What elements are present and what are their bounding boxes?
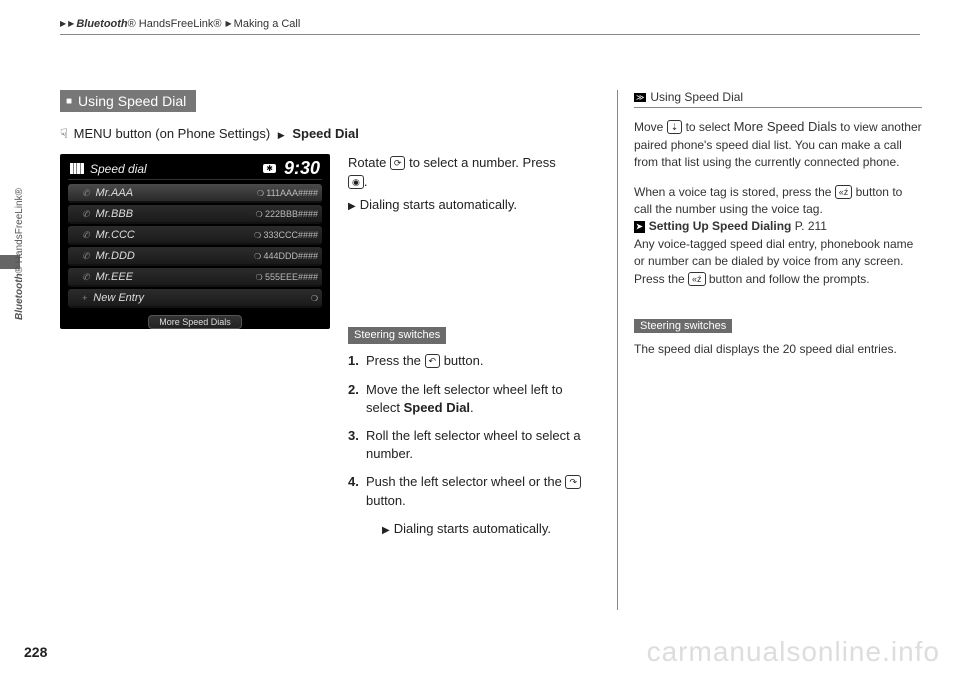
list-item[interactable]: Mr.DDD 444DDD#### bbox=[68, 247, 322, 266]
menu-path: ☟ MENU button (on Phone Settings) ▶ Spee… bbox=[60, 126, 590, 142]
sidebar-p2: When a voice tag is stored, press the «ź… bbox=[634, 184, 922, 288]
header-brand-rest: ® HandsFreeLink® bbox=[128, 18, 222, 30]
hand-icon: ☟ bbox=[60, 126, 70, 142]
list-item[interactable]: Mr.EEE 555EEE#### bbox=[68, 268, 322, 287]
screenshot-title: Speed dial bbox=[90, 162, 147, 176]
talk-icon: «ź bbox=[835, 185, 853, 199]
dial-auto-text: Dialing starts automatically. bbox=[360, 197, 517, 212]
instruction-column: Rotate ⟳ to select a number. Press ◉. ▶D… bbox=[348, 154, 590, 538]
page-breadcrumb: ▶▶Bluetooth® HandsFreeLink®▶Making a Cal… bbox=[60, 18, 300, 30]
dial-move-icon: ⇣ bbox=[667, 120, 683, 134]
header-brand-italic: Bluetooth bbox=[76, 18, 127, 30]
dial-rotate-icon: ⟳ bbox=[390, 156, 406, 170]
menu-path-text: MENU button (on Phone Settings) bbox=[74, 126, 274, 141]
step-2: Move the left selector wheel left to sel… bbox=[348, 381, 590, 417]
sidebar-p1: Move ⇣ to select More Speed Dials to vie… bbox=[634, 118, 922, 172]
infotainment-screenshot: Speed dial ✱ 9:30 Mr.AAA 111AAA#### Mr.B… bbox=[60, 154, 330, 329]
list-item[interactable]: Mr.BBB 222BBB#### bbox=[68, 205, 322, 224]
page-side-label: Bluetooth® HandsFreeLink® bbox=[14, 188, 25, 320]
step-1: Press the ↶ button. bbox=[348, 352, 590, 370]
steering-steps: Press the ↶ button. Move the left select… bbox=[348, 352, 590, 509]
cross-reference: ➤Setting Up Speed Dialing bbox=[634, 219, 791, 233]
sidebar-heading: ≫Using Speed Dial bbox=[634, 90, 922, 108]
section-title: ■Using Speed Dial bbox=[60, 90, 196, 112]
header-crumb: Making a Call bbox=[234, 18, 301, 30]
page-number: 228 bbox=[24, 644, 47, 660]
signal-icon bbox=[70, 163, 84, 174]
step-result: ▶Dialing starts automatically. bbox=[348, 520, 590, 538]
list-item[interactable]: Mr.CCC 333CCC#### bbox=[68, 226, 322, 245]
talk-icon: «ź bbox=[688, 272, 706, 286]
pickup-icon: ↷ bbox=[565, 475, 581, 489]
step-4: Push the left selector wheel or the ↷ bu… bbox=[348, 473, 590, 509]
sidebar-p4: The speed dial displays the 20 speed dia… bbox=[634, 341, 922, 358]
list-item-new-entry[interactable]: New Entry bbox=[68, 289, 322, 308]
screenshot-statusbar: Speed dial ✱ 9:30 bbox=[68, 160, 322, 180]
screenshot-clock: 9:30 bbox=[284, 158, 320, 179]
menu-path-bold: Speed Dial bbox=[292, 126, 358, 141]
steering-switches-label-side: Steering switches bbox=[634, 319, 732, 333]
section-title-text: Using Speed Dial bbox=[78, 93, 186, 109]
step-3: Roll the left selector wheel to select a… bbox=[348, 427, 590, 463]
speed-dial-list: Mr.AAA 111AAA#### Mr.BBB 222BBB#### Mr.C… bbox=[68, 180, 322, 308]
notes-sidebar: ≫Using Speed Dial Move ⇣ to select More … bbox=[617, 90, 922, 610]
watermark: carmanualsonline.info bbox=[647, 636, 940, 668]
header-rule bbox=[60, 34, 920, 35]
dial-press-icon: ◉ bbox=[348, 175, 364, 189]
list-item[interactable]: Mr.AAA 111AAA#### bbox=[68, 184, 322, 203]
more-speed-dials-button[interactable]: More Speed Dials bbox=[148, 315, 242, 329]
cross-reference-page: P. 211 bbox=[791, 219, 827, 233]
bluetooth-badge: ✱ bbox=[263, 164, 276, 173]
steering-switches-label: Steering switches bbox=[348, 327, 446, 345]
hangup-icon: ↶ bbox=[425, 354, 441, 368]
rotate-instruction: Rotate ⟳ to select a number. Press ◉. bbox=[348, 154, 590, 192]
